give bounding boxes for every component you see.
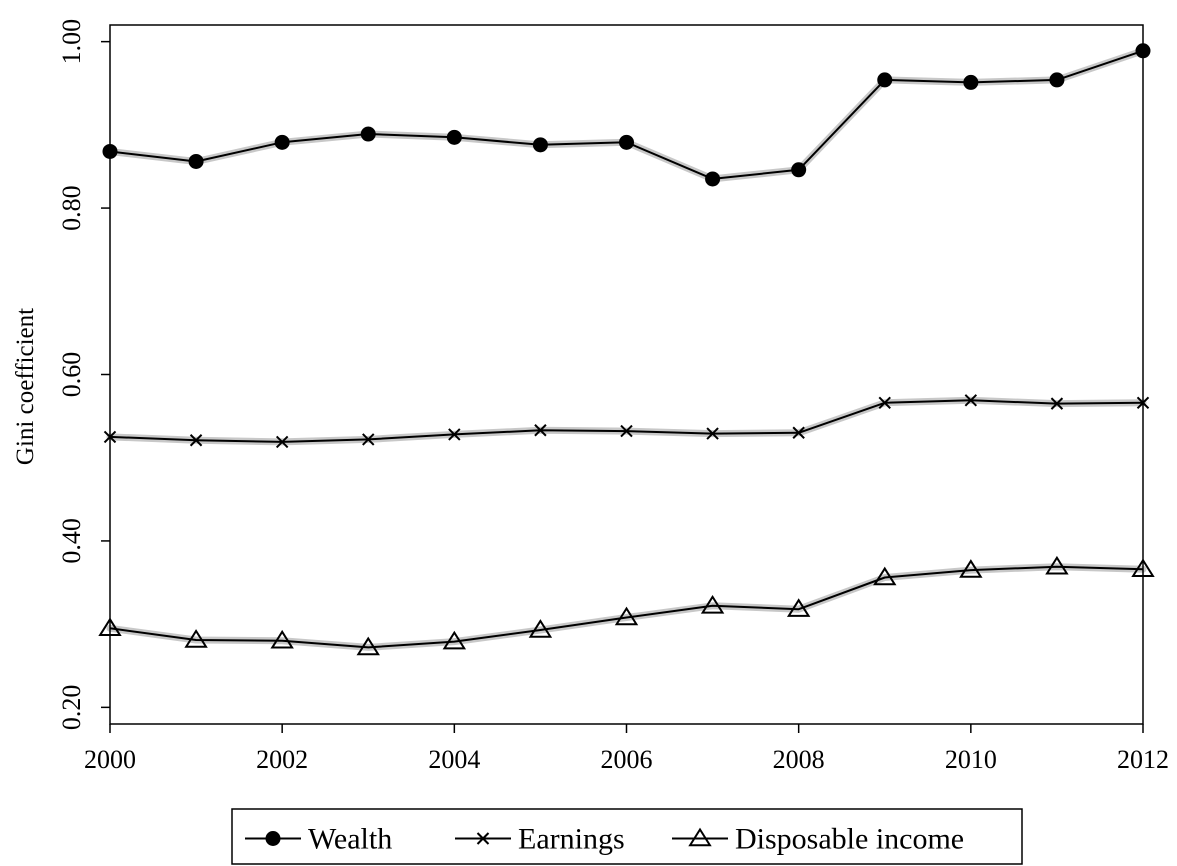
series-markers — [98, 43, 1155, 656]
series-line-2 — [109, 565, 1144, 649]
data-point — [188, 153, 204, 169]
data-point — [446, 129, 462, 145]
data-point — [959, 559, 983, 578]
data-point — [964, 394, 978, 407]
series-line-1 — [109, 399, 1144, 443]
legend-marker — [688, 827, 712, 847]
data-point — [878, 396, 891, 409]
data-point — [448, 428, 461, 441]
data-point — [356, 636, 380, 656]
y-axis: 0.20 0.40 0.60 0.80 1.00 — [57, 19, 110, 730]
data-point — [274, 134, 290, 150]
data-point — [706, 427, 719, 440]
x-tick-label: 2002 — [256, 745, 308, 774]
data-point — [963, 74, 979, 90]
legend-label: Earnings — [518, 823, 625, 856]
data-point — [532, 137, 548, 153]
data-point — [528, 619, 553, 638]
data-point — [1049, 72, 1065, 88]
data-point — [534, 424, 547, 437]
data-point — [442, 630, 467, 650]
data-point — [270, 629, 294, 649]
legend-box — [231, 808, 1023, 865]
y-axis-label: Gini coefficient — [12, 308, 39, 465]
x-tick-label: 2006 — [601, 745, 653, 774]
y-tick-label: 0.20 — [57, 685, 86, 731]
data-point — [1050, 397, 1064, 410]
data-point — [1045, 555, 1069, 575]
legend-item: Disposable income — [672, 823, 964, 856]
legend-marker — [476, 832, 490, 845]
x-tick-label: 2012 — [1117, 745, 1169, 774]
data-point — [791, 162, 807, 178]
data-point — [705, 171, 721, 187]
data-point — [619, 134, 634, 150]
x-tick-label: 2008 — [773, 745, 825, 774]
legend: Wealth Earnings Disposable income — [231, 808, 1023, 865]
series-line-0 — [109, 49, 1144, 180]
data-point — [184, 629, 208, 648]
series-band-1 — [106, 396, 1147, 446]
legend-label: Disposable income — [735, 823, 964, 856]
data-point — [620, 424, 633, 438]
data-point — [614, 606, 639, 626]
data-point — [189, 434, 203, 447]
x-tick-label: 2010 — [945, 745, 997, 774]
legend-marker — [265, 831, 281, 846]
x-axis: 2000 2002 2004 2006 2008 2010 2012 — [84, 724, 1169, 774]
legend-item: Earnings — [455, 823, 625, 856]
data-point — [700, 594, 725, 614]
legend-item: Wealth — [245, 823, 392, 856]
data-point — [877, 72, 893, 88]
data-point — [786, 598, 811, 617]
series-band-0 — [106, 47, 1147, 183]
legend-label: Wealth — [308, 823, 392, 856]
data-point — [360, 126, 376, 142]
y-tick-label: 1.00 — [57, 19, 86, 64]
data-point — [873, 566, 897, 586]
y-tick-label: 0.60 — [57, 352, 86, 398]
data-point — [362, 433, 375, 446]
data-point — [792, 426, 805, 439]
x-tick-label: 2000 — [84, 745, 136, 774]
x-tick-label: 2004 — [428, 745, 480, 774]
y-tick-label: 0.40 — [57, 518, 86, 564]
data-point — [275, 435, 289, 449]
y-tick-label: 0.80 — [57, 185, 86, 231]
